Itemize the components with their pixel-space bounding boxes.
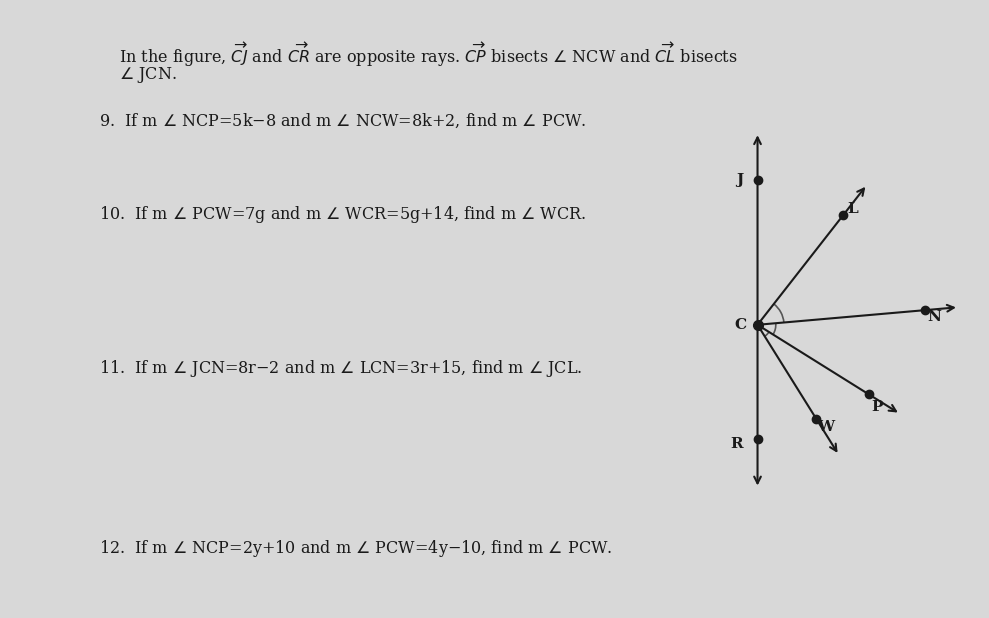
Text: In the figure, $\overrightarrow{CJ}$ and $\overrightarrow{CR}$ are opposite rays: In the figure, $\overrightarrow{CJ}$ and…: [119, 40, 738, 69]
Text: W: W: [817, 420, 835, 433]
Text: 9.  If m $\angle$ NCP=5k$-$8 and m $\angle$ NCW=8k+2, find m $\angle$ PCW.: 9. If m $\angle$ NCP=5k$-$8 and m $\angl…: [99, 111, 586, 130]
Text: 10.  If m $\angle$ PCW=7g and m $\angle$ WCR=5g+14, find m $\angle$ WCR.: 10. If m $\angle$ PCW=7g and m $\angle$ …: [99, 204, 585, 225]
Text: 11.  If m $\angle$ JCN=8r$-$2 and m $\angle$ LCN=3r+15, find m $\angle$ JCL.: 11. If m $\angle$ JCN=8r$-$2 and m $\ang…: [99, 358, 583, 379]
Text: L: L: [848, 201, 858, 216]
Text: C: C: [734, 318, 747, 332]
Text: N: N: [928, 310, 942, 324]
Text: 12.  If m $\angle$ NCP=2y+10 and m $\angle$ PCW=4y$-$10, find m $\angle$ PCW.: 12. If m $\angle$ NCP=2y+10 and m $\angl…: [99, 538, 612, 559]
Text: J: J: [737, 174, 744, 187]
Text: $\angle$ JCN.: $\angle$ JCN.: [119, 65, 176, 85]
Text: R: R: [730, 437, 743, 451]
Text: P: P: [871, 400, 882, 414]
